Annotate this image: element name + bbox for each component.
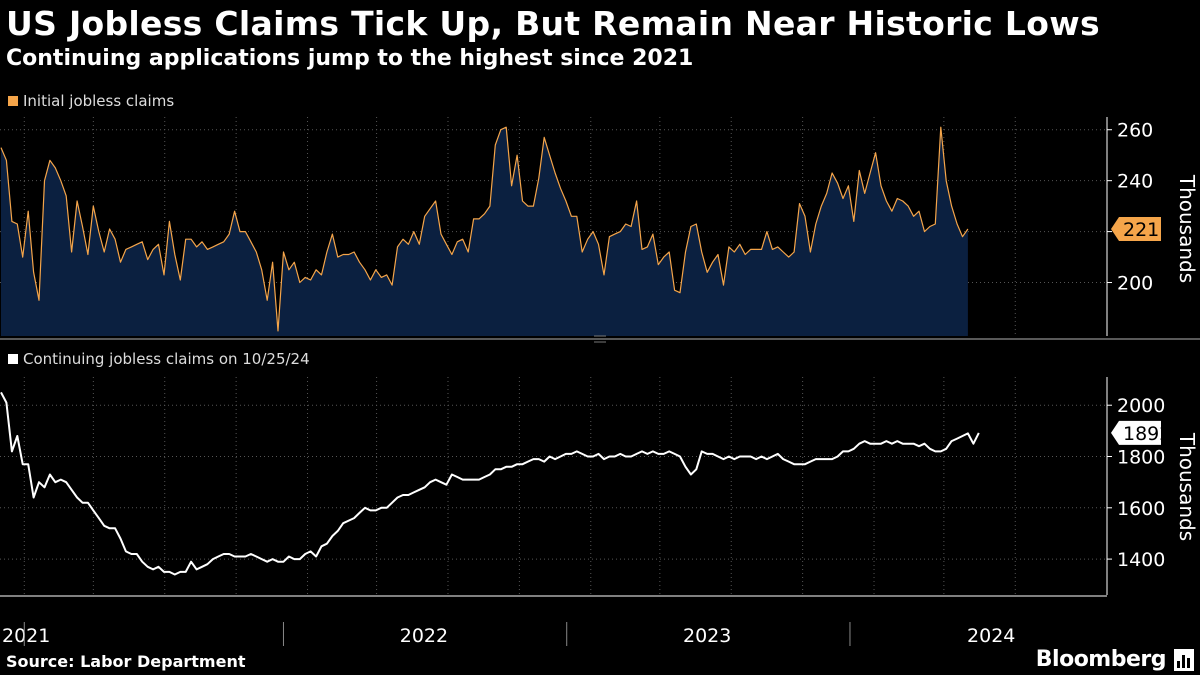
chart-title: US Jobless Claims Tick Up, But Remain Ne…: [6, 4, 1100, 43]
bloomberg-chart-icon: [1174, 649, 1194, 671]
initial-claims-area: [1, 127, 968, 336]
last-value-badge-continuing-bg: [1111, 420, 1161, 445]
y-tick-label-initial: 260: [1117, 120, 1153, 142]
x-tick-label-year: 2024: [967, 625, 1015, 647]
source-note: Source: Labor Department: [6, 652, 246, 671]
x-tick-label-year: 2023: [683, 625, 731, 647]
y-axis-label-initial: Thousands: [1175, 174, 1199, 283]
y-tick-label-initial: 200: [1117, 273, 1153, 295]
y-tick-label-continuing: 1800: [1117, 447, 1165, 469]
y-tick-label-continuing: 1600: [1117, 498, 1165, 520]
initial-claims-line: [0, 126, 969, 332]
last-value-badge-initial-bg: [1111, 217, 1161, 242]
bloomberg-logo: Bloomberg: [1035, 647, 1167, 672]
y-tick-label-initial: 240: [1117, 171, 1153, 193]
legend-initial-claims: Initial jobless claims: [8, 92, 174, 110]
legend-label-initial: Initial jobless claims: [23, 92, 175, 110]
x-tick-label-year: 2021: [2, 625, 50, 647]
y-tick-label-continuing: 1400: [1117, 549, 1165, 571]
legend-label-continuing: Continuing jobless claims on 10/25/24: [23, 350, 310, 368]
legend-swatch-initial: [8, 96, 18, 106]
legend-continuing-claims: Continuing jobless claims on 10/25/24: [8, 350, 310, 368]
y-axis-label-continuing: Thousands: [1175, 432, 1199, 541]
continuing-claims-line: [0, 391, 980, 576]
y-tick-label-continuing: 2000: [1117, 395, 1165, 417]
last-value-badge-continuing: 1892: [1123, 423, 1171, 445]
chart-subtitle: Continuing applications jump to the high…: [6, 46, 694, 71]
x-tick-label-year: 2022: [400, 625, 448, 647]
last-value-badge-initial: 221: [1123, 219, 1159, 241]
legend-swatch-continuing: [8, 354, 18, 364]
